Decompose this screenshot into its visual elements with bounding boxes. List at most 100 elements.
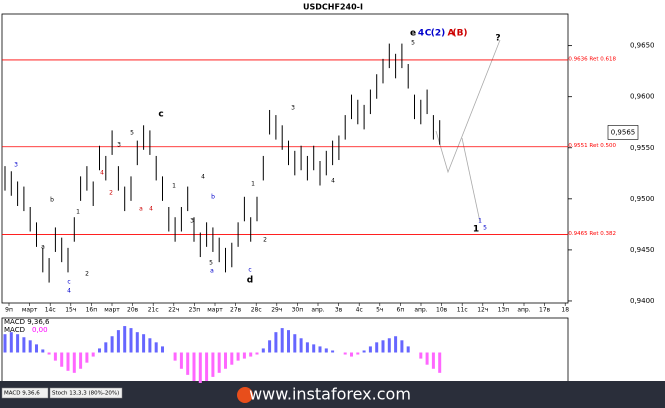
macd-bar (224, 352, 227, 369)
wave-label: 4 (418, 29, 424, 39)
x-tick-label: 10в (436, 307, 448, 314)
wave-label: 3 (291, 105, 295, 112)
tab (1, 387, 49, 399)
x-tick-label: март (22, 307, 38, 314)
x-tick-label: 17в (539, 307, 551, 314)
x-tick-label: 9п (5, 307, 13, 314)
wave-label: 5 (411, 40, 415, 47)
wave-label: a (41, 244, 45, 251)
macd-bar (22, 337, 26, 353)
macd-bar (161, 346, 164, 353)
wave-label: ? (495, 34, 500, 44)
macd-bar (362, 350, 366, 353)
macd-bar (16, 334, 20, 353)
macd-bar (406, 346, 410, 353)
macd-bar (356, 352, 360, 355)
macd-bar (274, 332, 278, 353)
macd-bar (104, 342, 108, 353)
macd-bar (192, 352, 196, 381)
x-tick-label: 14с (45, 307, 56, 314)
macd-bar (343, 352, 347, 355)
wave-label: 4 (67, 288, 71, 295)
macd-bar (217, 352, 221, 373)
wave-label: a (210, 268, 214, 275)
macd-bar (255, 352, 259, 355)
macd-bar (249, 352, 253, 357)
x-tick-label: 23п (189, 307, 201, 314)
wave-label: (2) (431, 29, 446, 39)
wave-label: a (139, 206, 143, 213)
macd-bar (123, 326, 127, 353)
macd-bar (350, 352, 353, 357)
wave-label: (B) (452, 29, 467, 39)
wave-label: 2 (85, 271, 89, 278)
macd-title: MACD 9,36,6 (4, 318, 50, 326)
macd-bar (198, 352, 202, 383)
wave-label: 5 (209, 260, 213, 267)
x-tick-label: апр. (517, 307, 530, 314)
x-tick-label: апр. (414, 307, 427, 314)
wave-label: 4 (331, 178, 335, 185)
wave-label: 1 (76, 209, 80, 216)
macd-bar (375, 342, 379, 353)
macd-bar (394, 336, 398, 353)
wave-label: b (50, 197, 54, 204)
wave-label: 5 (483, 225, 487, 232)
wave-label: b (211, 194, 215, 201)
macd-current-value: 0,00 (32, 326, 48, 334)
y-tick-label: 0,9550 (630, 144, 655, 152)
x-tick-label: 22ч (168, 307, 179, 314)
watermark: www.instaforex.com (249, 385, 411, 404)
x-tick-label: 28с (251, 307, 262, 314)
wave-label: 3 (190, 218, 194, 225)
macd-bar (186, 352, 190, 375)
macd-bar (318, 346, 322, 353)
macd-bar (425, 352, 429, 365)
tab-label: Stoch 13,3,3 (80%-20%) (52, 391, 119, 397)
wave-label: 5 (130, 130, 134, 137)
x-tick-label: апр. (311, 307, 324, 314)
wave-label: 2 (263, 237, 267, 244)
macd-bar (381, 340, 385, 353)
chart-title: USDCHF240-I (303, 3, 363, 12)
current-price-box (607, 125, 639, 140)
macd-bar (3, 334, 7, 353)
macd-bar (79, 352, 83, 369)
macd-bar (438, 352, 442, 373)
macd-bar (242, 352, 246, 359)
y-tick-label: 0,9650 (630, 42, 655, 50)
macd-bar (85, 352, 89, 363)
current-price-label: 0,9565 (611, 128, 636, 136)
macd-bar (324, 348, 328, 353)
x-tick-label: 11с (457, 307, 468, 314)
macd-bar (179, 352, 183, 369)
wave-label: c (67, 279, 70, 286)
wave-label: d (247, 276, 253, 286)
macd-bar (387, 338, 391, 353)
wave-label: 2 (109, 190, 113, 197)
tab-label: MACD 9,36,6 (4, 391, 40, 397)
x-tick-label: 29ч (271, 307, 282, 314)
wave-label: 3 (14, 162, 18, 169)
wave-label: c (158, 110, 163, 120)
macd-bar (280, 328, 284, 353)
macd-bar (9, 332, 13, 353)
wave-label: C (425, 29, 432, 39)
macd-bar (287, 330, 290, 353)
macd-bar (268, 340, 272, 353)
x-tick-label: 13п (498, 307, 510, 314)
macd-bar (305, 342, 309, 353)
x-tick-label: 20в (127, 307, 139, 314)
x-tick-label: 21с (148, 307, 159, 314)
x-tick-label: 3в (335, 307, 343, 314)
macd-bar (400, 340, 404, 353)
wave-label: 1 (478, 218, 482, 225)
macd-bar (148, 338, 152, 353)
wave-label: 1 (251, 181, 255, 188)
wave-label: c (248, 267, 251, 274)
macd-bar (53, 352, 57, 361)
tab (49, 387, 123, 399)
x-tick-label: 27в (230, 307, 242, 314)
